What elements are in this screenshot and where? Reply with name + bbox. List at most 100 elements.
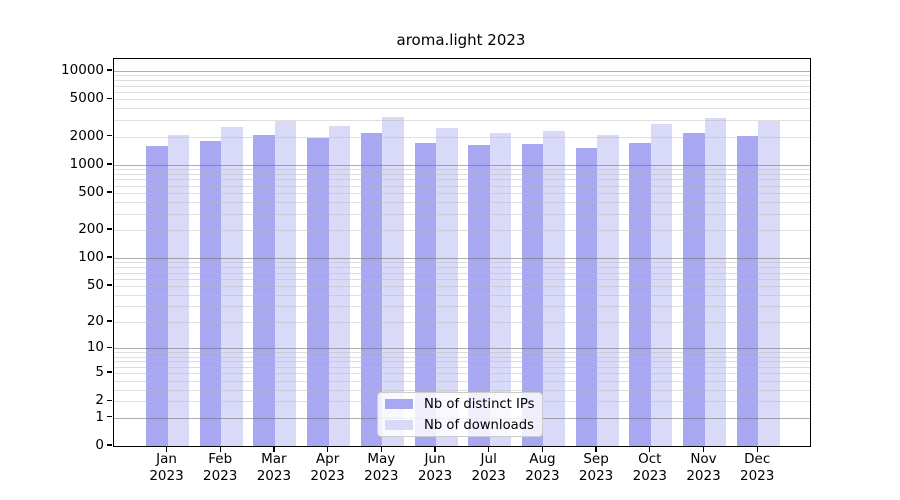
bar-downloads	[436, 128, 458, 446]
y-tick-label: 50	[86, 277, 104, 293]
minor-gridline	[114, 267, 810, 269]
y-tick-label: 0	[95, 437, 104, 453]
bar-distinct-ips	[629, 142, 651, 446]
chart-title: aroma.light 2023	[396, 31, 526, 49]
y-tick-label: 20	[86, 313, 104, 330]
x-tick-month: Feb	[208, 451, 233, 467]
minor-gridline	[114, 80, 810, 82]
y-tick	[107, 256, 112, 258]
x-tick-label: May 2023	[351, 451, 411, 484]
bar-distinct-ips	[521, 143, 544, 446]
x-tick-month: May	[367, 451, 396, 467]
y-tick-label: 2000	[69, 127, 104, 144]
plot-area	[113, 58, 811, 447]
bar-downloads	[489, 133, 512, 446]
minor-gridline	[114, 286, 810, 287]
x-tick-month: Jan	[156, 451, 177, 467]
bar-distinct-ips	[307, 138, 329, 446]
x-tick-year: 2023	[149, 467, 184, 484]
minor-gridline	[114, 294, 810, 296]
minor-gridline	[114, 169, 810, 171]
y-tick-label: 200	[78, 221, 104, 238]
minor-gridline	[114, 272, 810, 274]
bar-distinct-ips	[468, 144, 490, 446]
x-tick-month: Dec	[744, 451, 771, 467]
bar-downloads	[167, 134, 189, 446]
minor-gridline	[114, 389, 810, 391]
x-tick	[488, 447, 490, 452]
legend-entry-distinct-ips: Nb of distinct IPs	[378, 394, 542, 414]
minor-gridline	[114, 99, 810, 101]
x-tick	[326, 447, 329, 452]
minor-gridline	[114, 213, 810, 215]
bar-distinct-ips	[253, 134, 275, 446]
x-tick	[273, 447, 275, 452]
legend: Nb of distinct IPs Nb of downloads	[377, 392, 543, 437]
y-tick	[107, 97, 112, 100]
y-tick-label: 500	[78, 184, 104, 201]
y-tick	[107, 346, 112, 349]
minor-gridline	[114, 179, 810, 181]
legend-label-distinct-ips: Nb of distinct IPs	[424, 396, 535, 412]
x-tick-label: Jul 2023	[459, 451, 519, 484]
y-tick	[107, 134, 112, 137]
x-tick-label: Apr 2023	[298, 451, 358, 484]
y-tick-label: 10	[86, 339, 104, 356]
minor-gridline	[114, 380, 810, 382]
y-tick-label: 100	[78, 249, 104, 266]
minor-gridline	[114, 230, 810, 232]
bar-distinct-ips	[736, 135, 759, 446]
minor-gridline	[114, 373, 810, 375]
major-gridline	[114, 258, 810, 260]
x-tick-month: Apr	[315, 451, 340, 467]
major-gridline	[114, 348, 810, 350]
minor-gridline	[114, 120, 810, 122]
y-tick	[107, 371, 112, 373]
bar-downloads	[704, 117, 726, 446]
minor-gridline	[114, 173, 810, 175]
legend-entry-downloads: Nb of downloads	[378, 415, 542, 435]
bar-distinct-ips	[575, 148, 598, 446]
minor-gridline	[114, 202, 810, 204]
x-tick-year: 2023	[310, 467, 345, 484]
x-tick-month: Oct	[638, 451, 662, 467]
minor-gridline	[114, 278, 810, 280]
minor-gridline	[114, 75, 810, 77]
minor-gridline	[114, 352, 810, 354]
x-tick-year: 2023	[686, 467, 721, 484]
x-tick-month: Jul	[480, 451, 497, 467]
y-tick	[107, 320, 112, 322]
y-tick	[107, 284, 112, 286]
y-tick	[107, 399, 112, 401]
x-tick-year: 2023	[417, 467, 453, 484]
x-tick-year: 2023	[203, 467, 238, 484]
x-tick	[756, 447, 758, 452]
minor-gridline	[114, 366, 810, 368]
legend-label-downloads: Nb of downloads	[424, 417, 534, 433]
x-tick-year: 2023	[578, 467, 614, 484]
bar-distinct-ips	[683, 132, 705, 446]
minor-gridline	[114, 262, 810, 264]
x-tick-year: 2023	[632, 467, 667, 484]
minor-gridline	[114, 136, 810, 138]
y-tick-label: 5000	[69, 90, 104, 107]
major-gridline	[114, 164, 810, 166]
x-tick-year: 2023	[525, 467, 560, 484]
minor-gridline	[114, 85, 810, 87]
bar-downloads	[328, 126, 351, 446]
x-tick-label: Dec 2023	[727, 451, 787, 484]
minor-gridline	[114, 193, 810, 195]
bar-distinct-ips	[199, 140, 222, 446]
x-tick-year: 2023	[740, 467, 775, 484]
x-tick	[165, 447, 168, 452]
x-tick	[702, 447, 705, 452]
legend-swatch-distinct-ips	[385, 399, 413, 409]
minor-gridline	[114, 91, 810, 93]
x-tick-year: 2023	[364, 467, 399, 484]
x-tick-label: Sep 2023	[566, 451, 626, 484]
y-tick-label: 1	[95, 408, 104, 425]
x-tick-label: Jun 2023	[405, 451, 465, 484]
x-tick-label: Feb 2023	[190, 451, 250, 484]
bar-distinct-ips	[414, 142, 436, 446]
